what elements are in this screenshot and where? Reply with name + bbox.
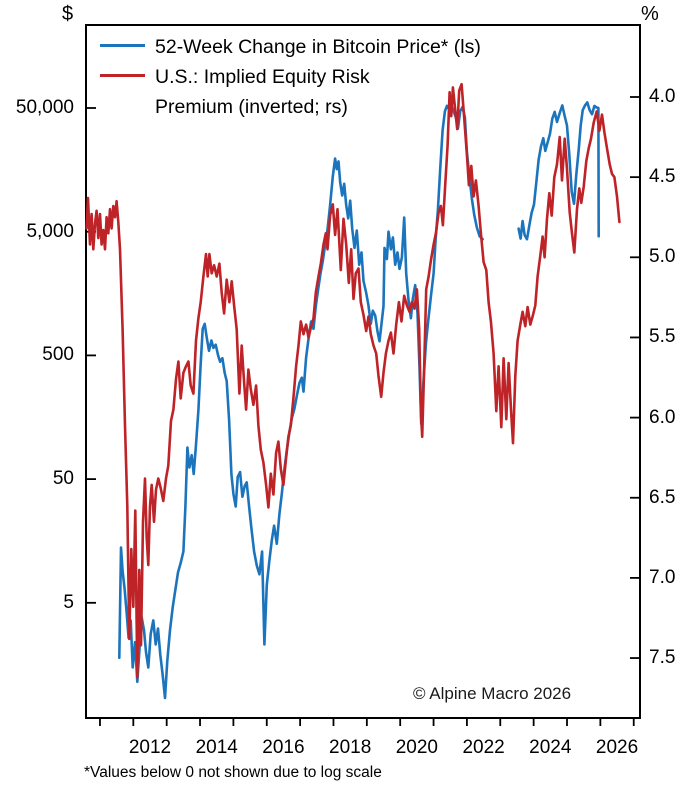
series-line-bitcoin <box>517 101 601 241</box>
right-axis-tick-label: 6.0 <box>649 406 676 428</box>
right-axis-tick-label: 5.0 <box>649 246 676 268</box>
x-axis-tick-label: 2014 <box>195 737 238 758</box>
left-axis-tick-label: 50,000 <box>15 97 74 118</box>
legend: 52-Week Change in Bitcoin Price* (ls) U.… <box>100 32 481 122</box>
copyright-watermark: © Alpine Macro 2026 <box>413 684 572 703</box>
right-axis-tick-label: 7.5 <box>649 647 676 669</box>
left-axis-tick-label: 50 <box>52 468 74 490</box>
legend-label-erp-line2: Premium (inverted; rs) <box>155 96 348 118</box>
series-line-erp <box>85 82 621 679</box>
x-axis-tick-label: 2020 <box>395 737 439 758</box>
legend-item-bitcoin: 52-Week Change in Bitcoin Price* (ls) <box>100 32 481 62</box>
right-axis-tick-label: 6.5 <box>649 486 676 508</box>
left-axis-unit: $ <box>62 3 74 25</box>
legend-label-bitcoin: 52-Week Change in Bitcoin Price* (ls) <box>155 36 481 58</box>
right-axis-unit: % <box>641 3 659 25</box>
right-axis-tick-label: 4.0 <box>649 86 676 107</box>
erp-line-swatch <box>100 74 145 78</box>
right-axis-tick-label: 7.0 <box>649 566 676 588</box>
x-axis-tick-label: 2016 <box>262 737 305 758</box>
legend-item-erp-cont: Premium (inverted; rs) <box>100 92 481 122</box>
legend-label-erp-line1: U.S.: Implied Equity Risk <box>155 66 370 88</box>
bitcoin-line-swatch <box>100 44 145 48</box>
x-axis-tick-label: 2018 <box>329 737 372 758</box>
right-axis-tick-label: 5.5 <box>649 326 676 348</box>
left-axis-tick-label: 5,000 <box>26 220 74 242</box>
x-axis-tick-label: 2026 <box>595 737 639 758</box>
left-axis-tick-label: 500 <box>42 344 74 366</box>
plot-frame <box>85 24 641 719</box>
x-axis-tick-label: 2024 <box>529 737 572 758</box>
left-axis-tick-label: 5 <box>63 591 74 613</box>
legend-item-erp: U.S.: Implied Equity Risk <box>100 62 481 92</box>
x-axis-tick-label: 2012 <box>128 737 172 758</box>
chart-footnote: *Values below 0 not shown due to log sca… <box>84 764 382 781</box>
right-axis-tick-label: 4.5 <box>649 166 676 188</box>
x-axis-tick-label: 2022 <box>462 737 505 758</box>
